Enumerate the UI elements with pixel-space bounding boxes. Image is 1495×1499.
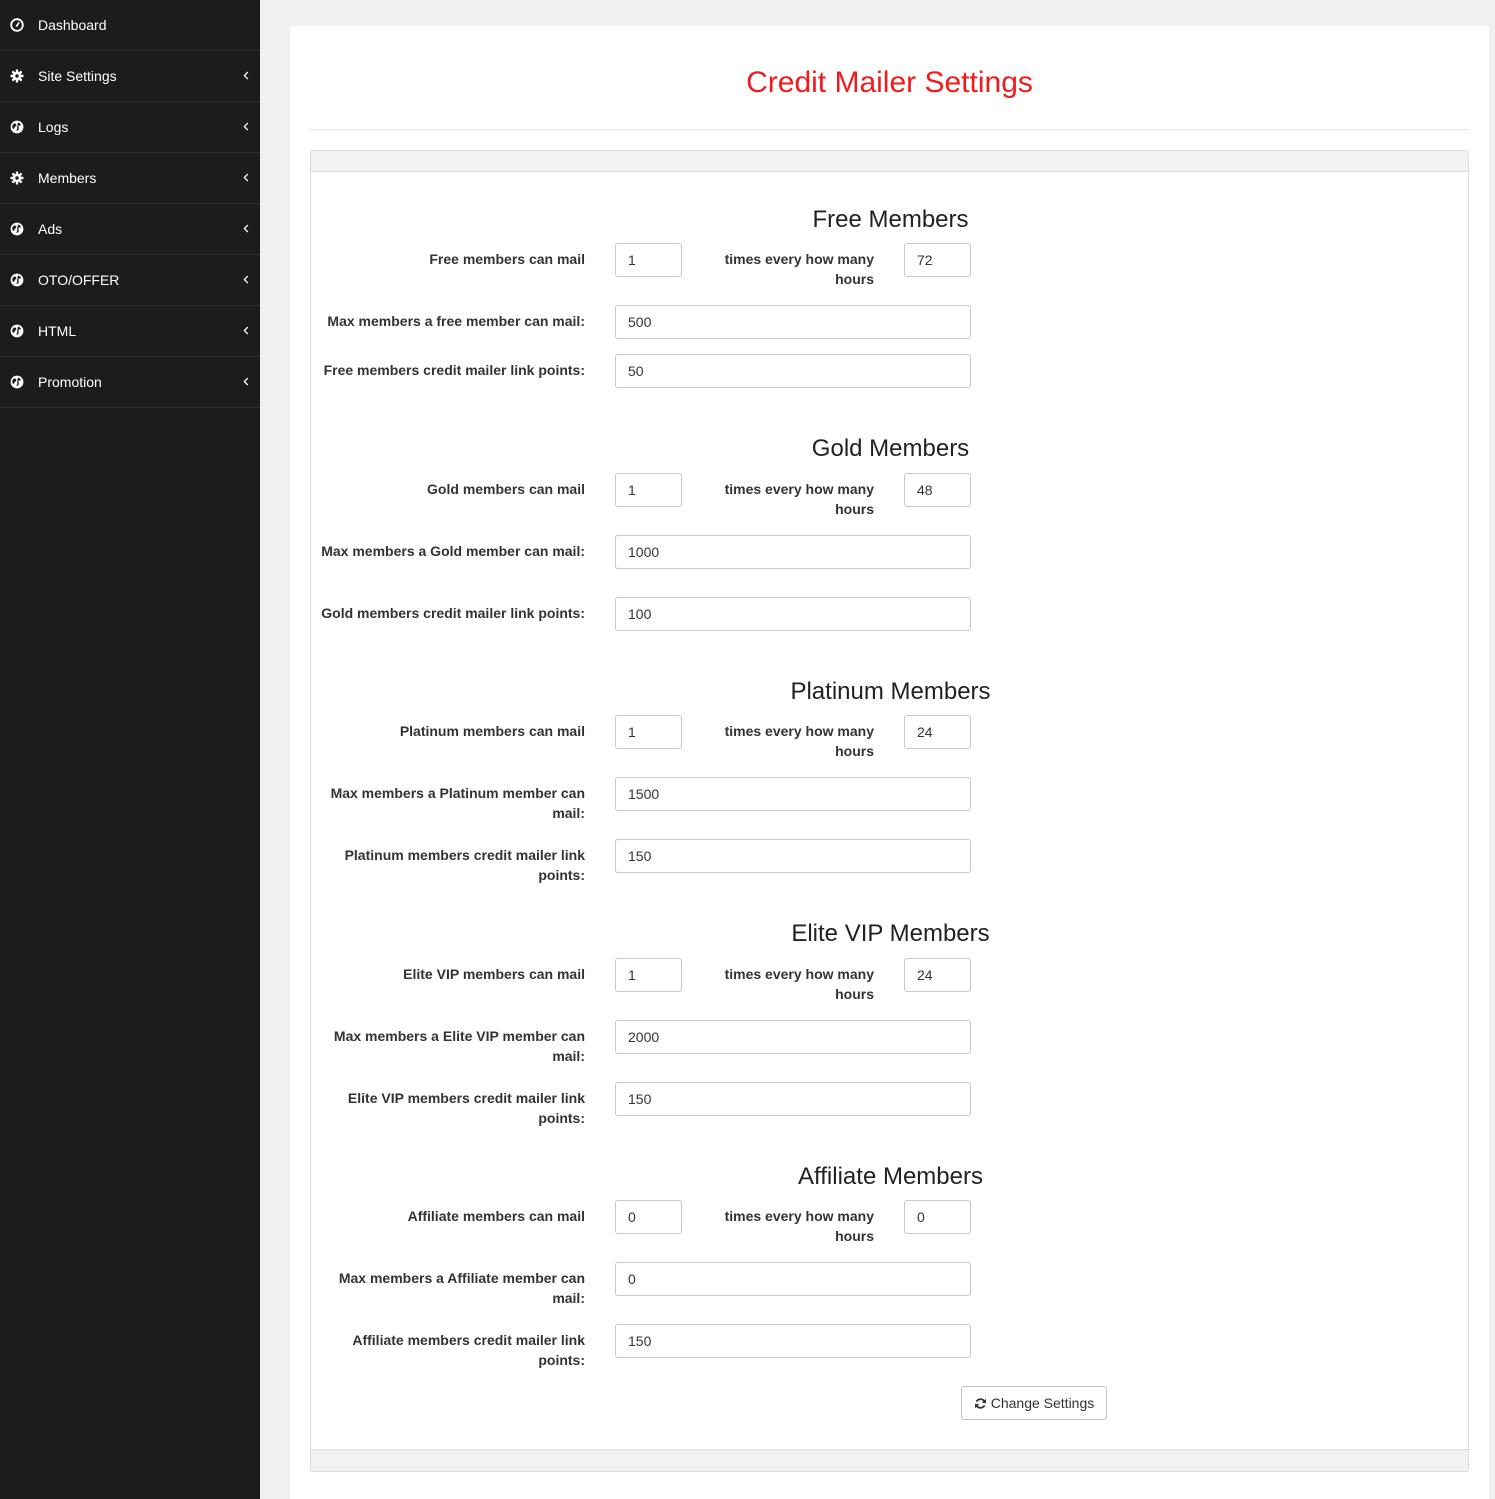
change-settings-label: Change Settings	[990, 1395, 1095, 1411]
sidebar-item-site-settings[interactable]: Site Settings	[0, 51, 260, 102]
hours-label: times every how many hours	[724, 966, 874, 1002]
chevron-left-icon	[243, 173, 249, 182]
gear-icon	[10, 69, 24, 83]
globe-icon	[10, 222, 24, 236]
chevron-left-icon	[243, 326, 249, 335]
section-title: Elite VIP Members	[791, 920, 990, 947]
chevron-left-icon	[243, 377, 249, 386]
mail-times-input[interactable]	[615, 715, 682, 749]
mail-times-input[interactable]	[615, 1200, 682, 1234]
max-members-label: Max members a free member can mail:	[327, 313, 585, 329]
link-points-label: Affiliate members credit mailer link poi…	[352, 1332, 585, 1368]
hours-input[interactable]	[904, 715, 971, 749]
hours-label: times every how many hours	[724, 481, 874, 517]
dashboard-icon	[10, 18, 24, 32]
divider	[310, 129, 1469, 130]
sidebar-item-label: OTO/OFFER	[38, 272, 120, 288]
globe-icon	[10, 324, 24, 338]
sidebar-item-label: Logs	[38, 119, 69, 135]
mail-times-input[interactable]	[615, 473, 682, 507]
globe-icon	[10, 273, 24, 287]
link-points-input[interactable]	[615, 1082, 971, 1116]
globe-icon	[10, 375, 24, 389]
page-title: Credit Mailer Settings	[746, 66, 1033, 99]
sidebar-item-label: Members	[38, 170, 97, 186]
hours-label: times every how many hours	[724, 723, 874, 759]
max-members-label: Max members a Elite VIP member can mail:	[333, 1028, 585, 1064]
mail-times-label: Affiliate members can mail	[407, 1208, 585, 1224]
mail-times-input[interactable]	[615, 958, 682, 992]
globe-icon	[10, 120, 24, 134]
max-members-label: Max members a Gold member can mail:	[321, 543, 585, 559]
sidebar-item-label: Site Settings	[38, 68, 117, 84]
sidebar-item-label: HTML	[38, 323, 77, 339]
section-title: Affiliate Members	[798, 1163, 983, 1190]
max-members-input[interactable]	[615, 535, 971, 569]
sidebar-item-oto-offer[interactable]: OTO/OFFER	[0, 255, 260, 306]
refresh-icon	[974, 1397, 987, 1410]
section-title: Gold Members	[811, 435, 970, 462]
link-points-input[interactable]	[615, 354, 971, 388]
settings-panel: Free Members Free members can mail times…	[310, 150, 1469, 1472]
hours-input[interactable]	[904, 958, 971, 992]
mail-times-label: Elite VIP members can mail	[403, 966, 585, 982]
sidebar-item-members[interactable]: Members	[0, 153, 260, 204]
chevron-left-icon	[243, 224, 249, 233]
link-points-input[interactable]	[615, 1324, 971, 1358]
chevron-left-icon	[243, 122, 249, 131]
link-points-label: Platinum members credit mailer link poin…	[344, 847, 585, 883]
panel-footer	[311, 1449, 1468, 1471]
chevron-left-icon	[243, 275, 249, 284]
sidebar-item-ads[interactable]: Ads	[0, 204, 260, 255]
mail-times-input[interactable]	[615, 243, 682, 277]
sidebar-item-label: Dashboard	[38, 17, 107, 33]
chevron-left-icon	[243, 71, 249, 80]
mail-times-label: Platinum members can mail	[399, 723, 585, 739]
max-members-label: Max members a Platinum member can mail:	[330, 785, 585, 821]
sidebar-item-label: Ads	[38, 221, 63, 237]
sidebar-item-html[interactable]: HTML	[0, 306, 260, 357]
max-members-label: Max members a Affiliate member can mail:	[338, 1270, 585, 1306]
hours-input[interactable]	[904, 1200, 971, 1234]
sidebar-item-label: Promotion	[38, 374, 102, 390]
max-members-input[interactable]	[615, 305, 971, 339]
sidebar-item-promotion[interactable]: Promotion	[0, 357, 260, 408]
gear-icon	[10, 171, 24, 185]
hours-label: times every how many hours	[724, 251, 874, 287]
sidebar: Dashboard Site Settings Logs Members Ads…	[0, 0, 260, 1499]
link-points-input[interactable]	[615, 597, 971, 631]
mail-times-label: Gold members can mail	[427, 481, 585, 497]
max-members-input[interactable]	[615, 1020, 971, 1054]
link-points-label: Elite VIP members credit mailer link poi…	[347, 1090, 585, 1126]
link-points-label: Free members credit mailer link points:	[323, 362, 585, 378]
hours-input[interactable]	[904, 473, 971, 507]
panel-header	[311, 151, 1468, 172]
max-members-input[interactable]	[615, 777, 971, 811]
change-settings-button[interactable]: Change Settings	[961, 1386, 1107, 1420]
hours-label: times every how many hours	[724, 1208, 874, 1244]
sidebar-item-logs[interactable]: Logs	[0, 102, 260, 153]
hours-input[interactable]	[904, 243, 971, 277]
link-points-label: Gold members credit mailer link points:	[321, 605, 585, 621]
link-points-input[interactable]	[615, 839, 971, 873]
mail-times-label: Free members can mail	[429, 251, 585, 267]
max-members-input[interactable]	[615, 1262, 971, 1296]
main-content: Credit Mailer Settings Free Members Free…	[290, 26, 1489, 1499]
sidebar-item-dashboard[interactable]: Dashboard	[0, 0, 260, 51]
section-title: Platinum Members	[790, 678, 991, 705]
section-title: Free Members	[812, 206, 969, 233]
